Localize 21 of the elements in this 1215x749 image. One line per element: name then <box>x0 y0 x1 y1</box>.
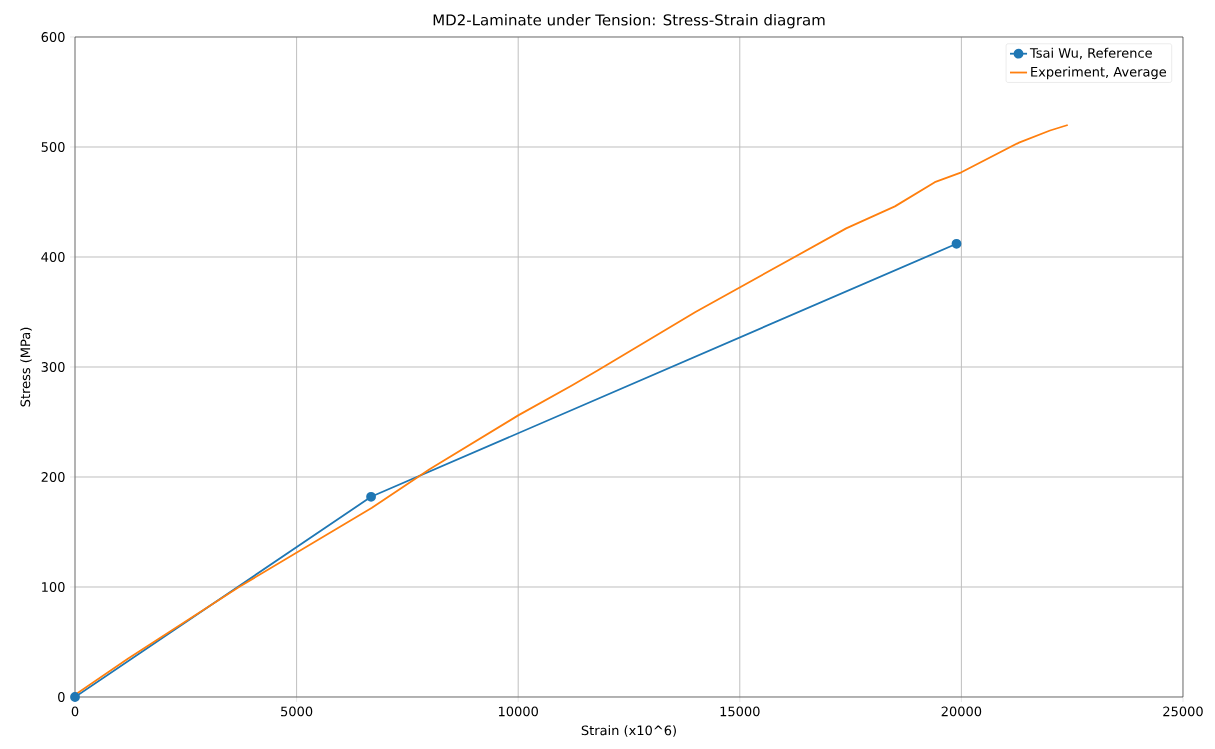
x-tick-label: 0 <box>71 706 79 717</box>
y-axis-title: Stress (MPa) <box>20 327 32 407</box>
y-tick-label: 500 <box>41 142 65 152</box>
y-tick-label: 300 <box>41 362 65 372</box>
legend-label: Experiment, Average <box>1031 66 1167 80</box>
point <box>366 491 376 502</box>
x-tick-label: 20000 <box>941 706 982 717</box>
legend-label: Tsai Wu, Reference <box>1029 47 1152 60</box>
x-tick-label: 25000 <box>1163 706 1203 717</box>
point <box>70 692 80 702</box>
x-tick-label: 10000 <box>498 706 538 717</box>
x-axis-title: Strain (x10^6) <box>581 725 676 737</box>
y-tick-label: 0 <box>58 692 65 702</box>
chart-title: MD2-Laminate under Tension: Stress-Strain diagram <box>433 13 825 29</box>
y-tick-label: 200 <box>41 472 65 482</box>
y-tick-label: 400 <box>41 252 65 262</box>
x-tick-label: 15000 <box>720 706 760 717</box>
y-tick-label: 100 <box>42 582 65 592</box>
x-tick-label: 5000 <box>281 706 313 717</box>
y-tick-label: 600 <box>41 32 65 42</box>
point <box>951 238 962 249</box>
